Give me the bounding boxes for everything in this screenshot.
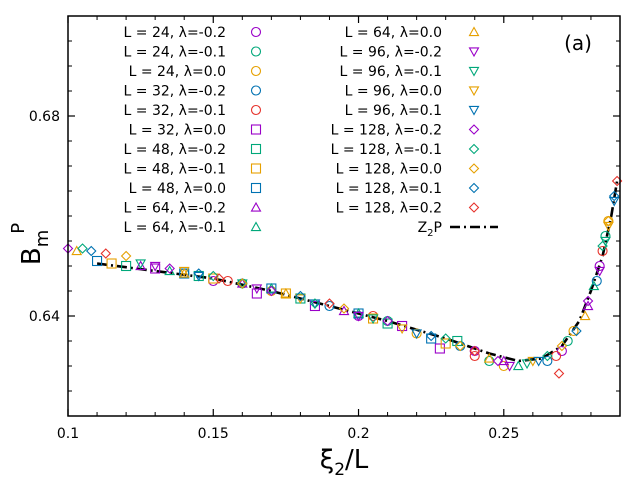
legend-marker: [470, 87, 479, 95]
data-point: [122, 252, 131, 261]
data-point: [514, 362, 523, 370]
y-tick-label: 0.68: [29, 109, 60, 125]
data-point: [383, 317, 392, 326]
legend-label: L = 128, λ=0.0: [336, 162, 442, 178]
legend-label: L = 32, λ=0.0: [129, 123, 226, 139]
legend-label: L = 128, λ=-0.2: [331, 123, 442, 139]
legend-label: L = 64, λ=-0.1: [124, 220, 226, 236]
series-l-24-0-0: [267, 217, 613, 371]
legend: L = 24, λ=-0.2 L = 24, λ=-0.1 L = 24, λ=0.…: [124, 25, 498, 239]
legend-label: L = 128, λ=0.2: [336, 201, 442, 217]
x-tick-label: 0.2: [347, 426, 369, 442]
legend-marker: [470, 67, 479, 75]
legend-label: L = 96, λ=0.0: [345, 84, 442, 100]
series-l-128-0-1: [78, 242, 607, 361]
legend-label: L = 96, λ=0.1: [345, 103, 442, 119]
legend-label: L = 48, λ=0.0: [129, 181, 226, 197]
legend-label: L = 64, λ=-0.2: [124, 201, 226, 217]
legend-label: L = 24, λ=-0.1: [124, 45, 226, 61]
x-tick-label: 0.25: [488, 426, 519, 442]
x-axis-title: ξ2/L: [320, 445, 369, 480]
data-point: [581, 312, 590, 320]
legend-marker: [470, 145, 479, 154]
legend-label: L = 128, λ=0.1: [336, 181, 442, 197]
legend-label: L = 128, λ=-0.1: [331, 142, 442, 158]
y-axis-title: BmP: [8, 223, 53, 265]
legend-label: L = 96, λ=-0.1: [340, 64, 442, 80]
legend-marker: [470, 184, 479, 193]
legend-marker: [252, 184, 261, 193]
legend-marker: [252, 67, 261, 76]
data-point: [485, 357, 494, 366]
series-l-64-0-0: [72, 247, 589, 363]
scaling-chart: 0.10.150.20.250.640.68 L = 24, λ=-0.2L =…: [0, 0, 640, 480]
legend-label: L = 48, λ=-0.1: [124, 162, 226, 178]
legend-marker: [252, 47, 261, 56]
series-l-128-0-0: [122, 217, 613, 351]
legend-marker: [252, 145, 261, 154]
legend-marker: [470, 203, 479, 212]
legend-label: L = 96, λ=-0.2: [340, 45, 442, 61]
legend-label: L = 32, λ=-0.2: [124, 84, 226, 100]
axis-ticks: 0.1 0.15 0.2 0.25 0.64 0.68: [29, 16, 620, 442]
legend-marker: [252, 125, 261, 134]
legend-marker: [252, 86, 261, 95]
legend-marker: [252, 164, 261, 173]
legend-label: L = 24, λ=-0.2: [124, 25, 226, 41]
legend-marker: [470, 48, 479, 56]
series-l-96-0-1: [194, 197, 618, 365]
data-point: [554, 369, 563, 378]
legend-marker: [470, 106, 479, 114]
series-l-24-0-2: [209, 262, 604, 356]
data-point: [101, 249, 110, 258]
x-tick-label: 0.15: [198, 426, 229, 442]
legend-label: L = 48, λ=-0.2: [124, 142, 226, 158]
series-l-32-0-1: [223, 247, 607, 361]
series-l-96-0-1: [136, 237, 610, 368]
series-l-24-0-1: [238, 232, 610, 366]
legend-marker: [470, 125, 479, 134]
legend-label: L = 64, λ=0.0: [345, 25, 442, 41]
legend-marker: [470, 28, 479, 36]
legend-marker: [252, 28, 261, 37]
legend-marker: [252, 203, 261, 211]
legend-label: L = 32, λ=-0.1: [124, 103, 226, 119]
legend-marker: [252, 106, 261, 115]
x-tick-label: 0.1: [57, 426, 79, 442]
series-l-96-0-0: [180, 222, 613, 365]
legend-marker: [470, 164, 479, 173]
data-point: [267, 287, 276, 296]
data-point: [87, 247, 96, 256]
y-tick-label: 0.64: [29, 309, 60, 325]
panel-label: (a): [564, 31, 592, 55]
legend-label: L = 24, λ=0.0: [129, 64, 226, 80]
legend-label-fit: Z2P: [418, 220, 442, 239]
legend-marker: [252, 223, 261, 231]
data-point: [552, 352, 561, 361]
